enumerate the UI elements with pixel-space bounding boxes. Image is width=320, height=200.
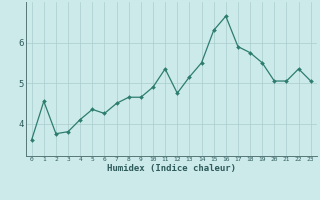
X-axis label: Humidex (Indice chaleur): Humidex (Indice chaleur)	[107, 164, 236, 173]
